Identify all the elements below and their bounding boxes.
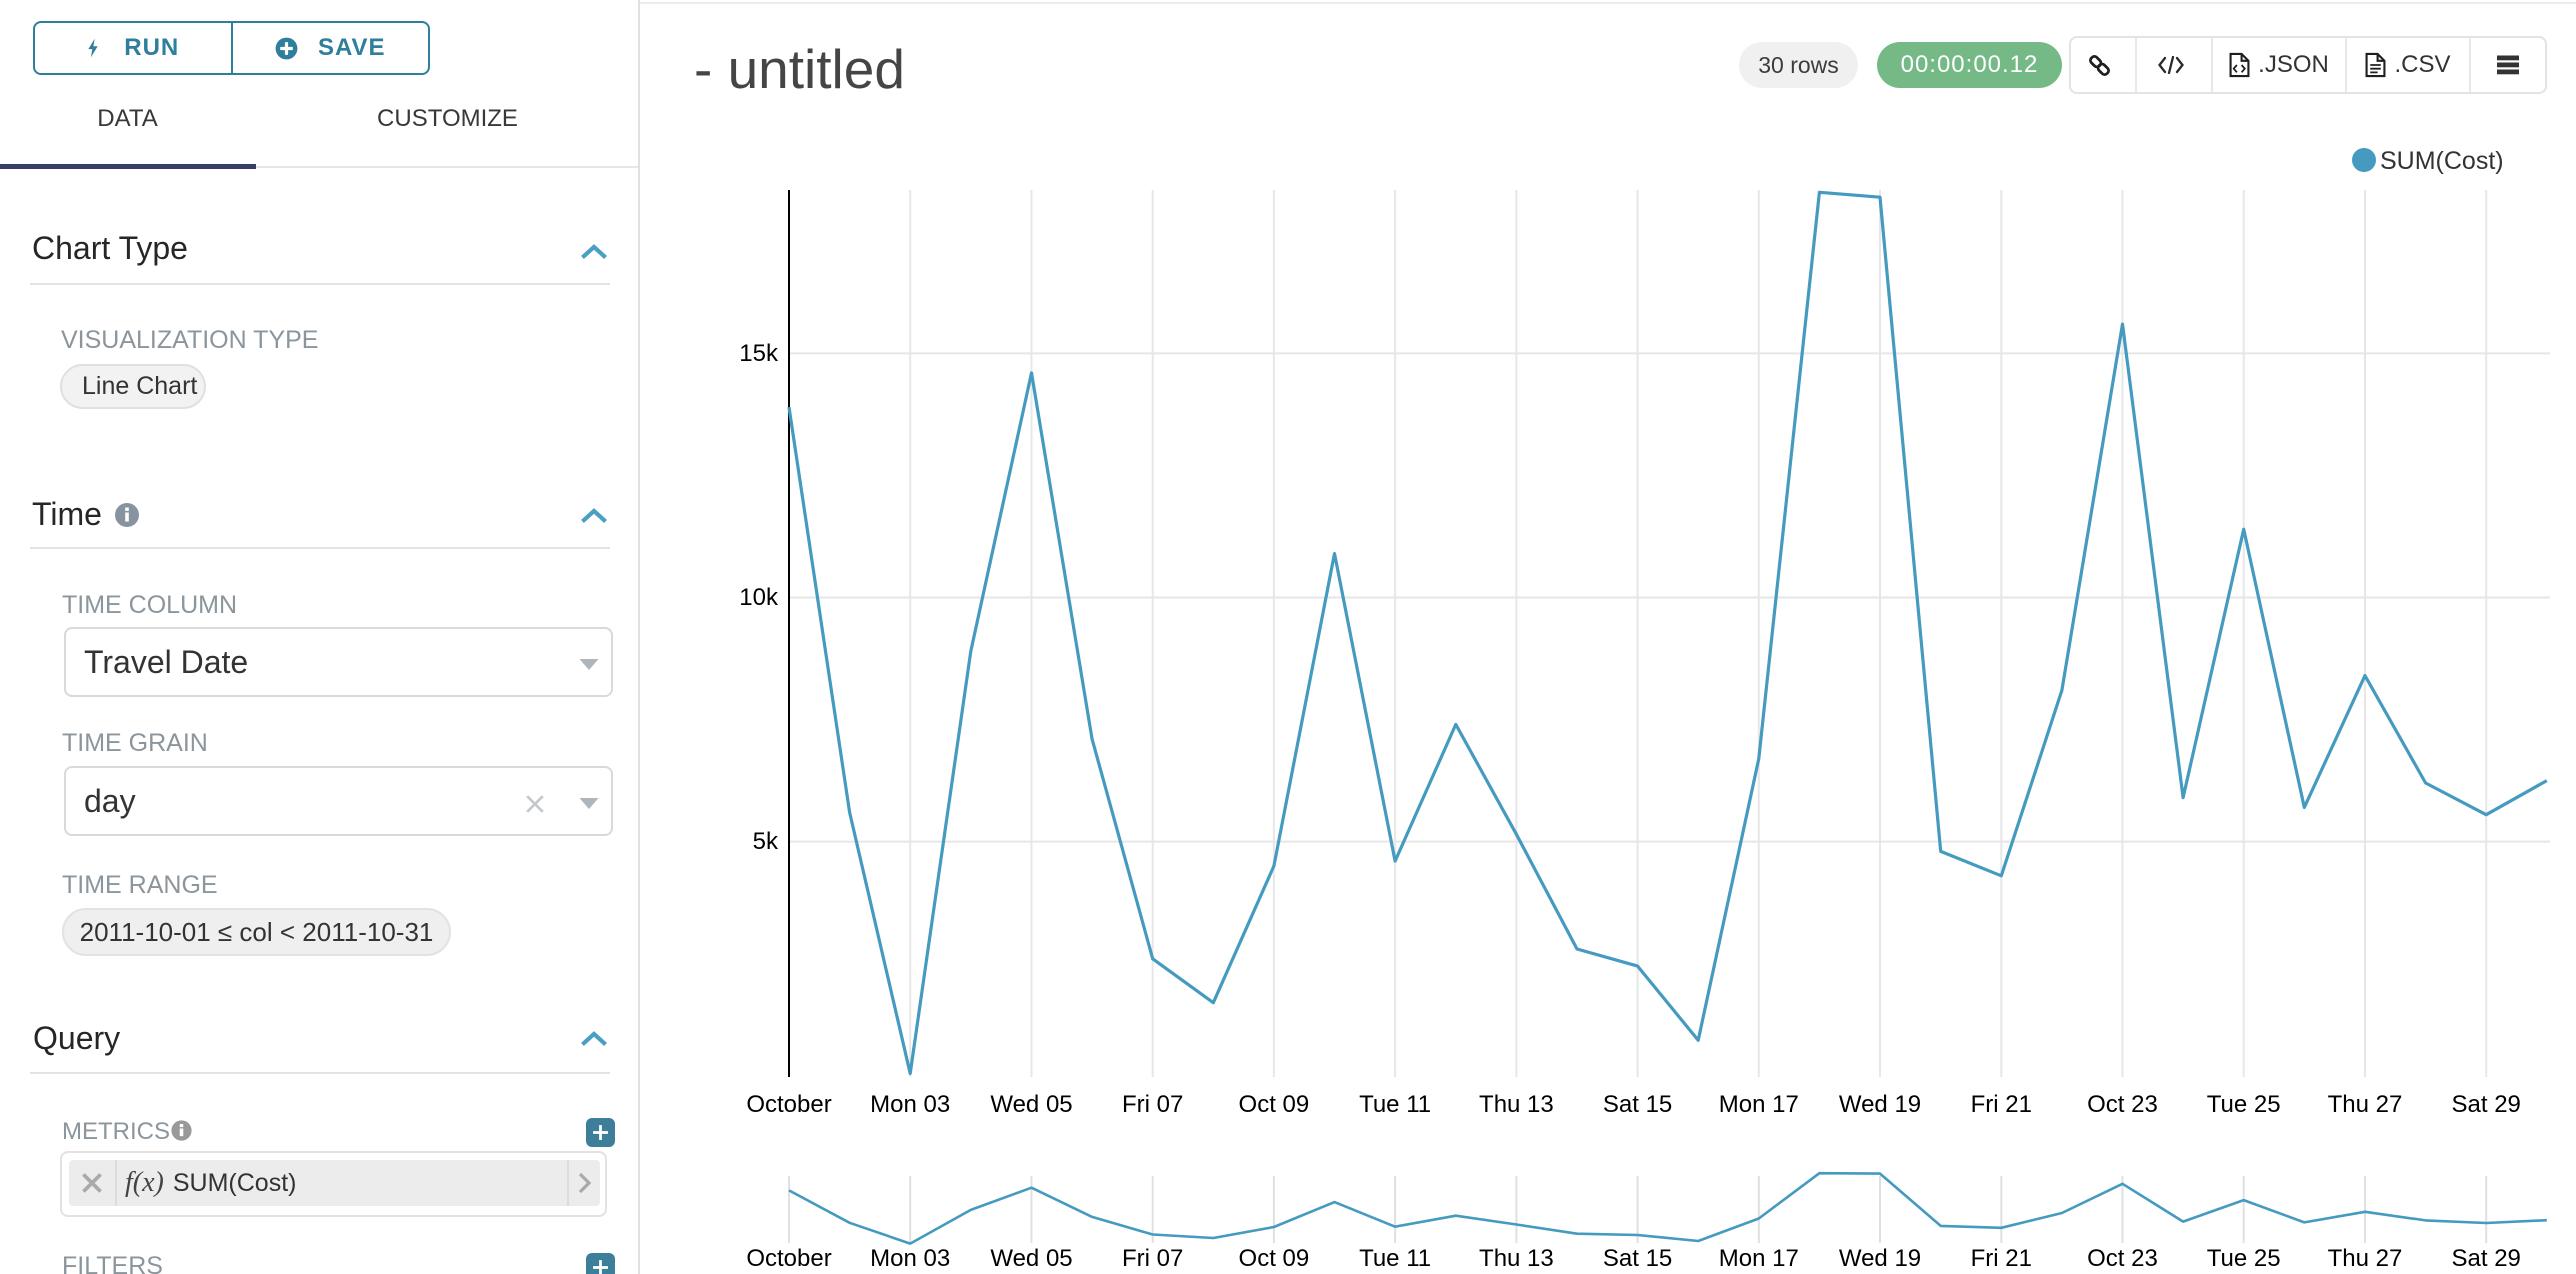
svg-text:Thu 13: Thu 13 xyxy=(1479,1091,1554,1118)
svg-text:Tue 25: Tue 25 xyxy=(2207,1245,2281,1272)
svg-text:Wed 19: Wed 19 xyxy=(1839,1091,1921,1118)
svg-text:Sat 29: Sat 29 xyxy=(2452,1245,2521,1272)
svg-text:Fri 07: Fri 07 xyxy=(1122,1091,1183,1118)
svg-text:Mon 03: Mon 03 xyxy=(870,1245,950,1272)
svg-text:Wed 05: Wed 05 xyxy=(990,1091,1072,1118)
svg-text:Sat 29: Sat 29 xyxy=(2452,1091,2521,1118)
svg-text:Sat 15: Sat 15 xyxy=(1603,1245,1672,1272)
svg-text:Mon 03: Mon 03 xyxy=(870,1091,950,1118)
svg-text:Thu 27: Thu 27 xyxy=(2328,1245,2403,1272)
svg-text:Oct 23: Oct 23 xyxy=(2087,1091,2158,1118)
svg-text:Fri 07: Fri 07 xyxy=(1122,1245,1183,1272)
svg-text:Wed 19: Wed 19 xyxy=(1839,1245,1921,1272)
svg-text:Oct 23: Oct 23 xyxy=(2087,1245,2158,1272)
svg-text:SUM(Cost): SUM(Cost) xyxy=(2380,147,2504,175)
svg-text:Fri 21: Fri 21 xyxy=(1971,1091,2032,1118)
svg-text:Thu 13: Thu 13 xyxy=(1479,1245,1554,1272)
svg-text:Mon 17: Mon 17 xyxy=(1719,1245,1799,1272)
svg-text:October: October xyxy=(746,1091,831,1118)
svg-text:Wed 05: Wed 05 xyxy=(990,1245,1072,1272)
svg-text:Oct 09: Oct 09 xyxy=(1239,1245,1310,1272)
svg-text:Oct 09: Oct 09 xyxy=(1239,1091,1310,1118)
svg-text:10k: 10k xyxy=(739,584,779,611)
svg-text:Mon 17: Mon 17 xyxy=(1719,1091,1799,1118)
svg-text:October: October xyxy=(746,1245,831,1272)
svg-text:15k: 15k xyxy=(739,340,779,367)
svg-text:5k: 5k xyxy=(753,828,779,855)
svg-text:Thu 27: Thu 27 xyxy=(2328,1091,2403,1118)
svg-text:Tue 11: Tue 11 xyxy=(1359,1091,1431,1118)
svg-text:Tue 25: Tue 25 xyxy=(2207,1091,2281,1118)
svg-text:Fri 21: Fri 21 xyxy=(1971,1245,2032,1272)
svg-text:Sat 15: Sat 15 xyxy=(1603,1091,1672,1118)
svg-text:Tue 11: Tue 11 xyxy=(1359,1245,1431,1272)
